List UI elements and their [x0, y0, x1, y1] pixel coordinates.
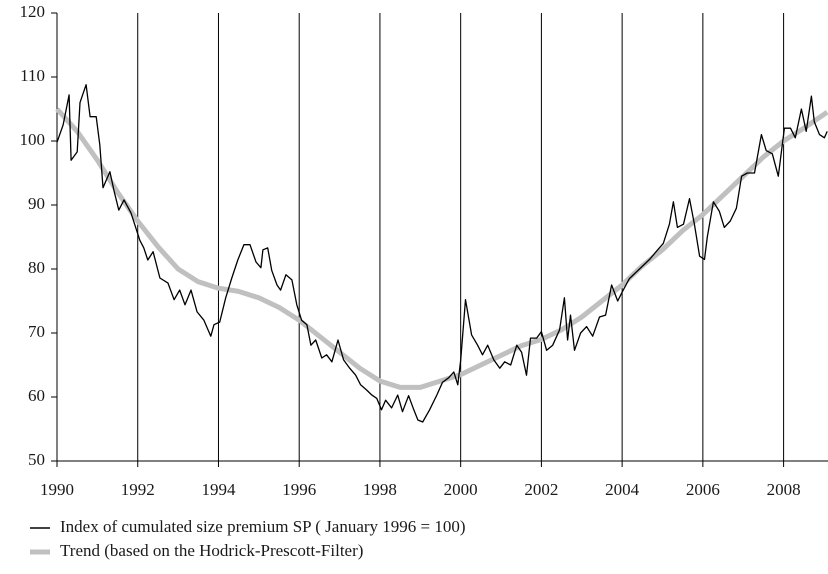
- y-tick-label: 80: [28, 258, 45, 277]
- legend-label: Trend (based on the Hodrick-Prescott-Fil…: [60, 541, 363, 560]
- y-tick-label: 50: [28, 450, 45, 469]
- x-tick-label: 2008: [767, 480, 801, 499]
- y-tick-label: 70: [28, 322, 45, 341]
- x-tick-label: 1992: [121, 480, 155, 499]
- x-tick-label: 1994: [201, 480, 236, 499]
- x-tick-label: 2000: [444, 480, 478, 499]
- series-line: [56, 84, 828, 423]
- legend-label: Index of cumulated size premium SP ( Jan…: [60, 517, 466, 536]
- x-tick-label: 2006: [686, 480, 720, 499]
- y-tick-label: 100: [20, 130, 46, 149]
- x-tick-label: 1990: [40, 480, 74, 499]
- x-tick-label: 1998: [363, 480, 397, 499]
- y-tick-label: 90: [28, 194, 45, 213]
- series-line: [55, 107, 828, 390]
- x-tick-label: 2004: [605, 480, 640, 499]
- x-tick-label: 2002: [524, 480, 558, 499]
- y-tick-label: 110: [20, 66, 45, 85]
- x-tick-label: 1996: [282, 480, 316, 499]
- y-tick-label: 120: [20, 2, 46, 21]
- y-tick-label: 60: [28, 386, 45, 405]
